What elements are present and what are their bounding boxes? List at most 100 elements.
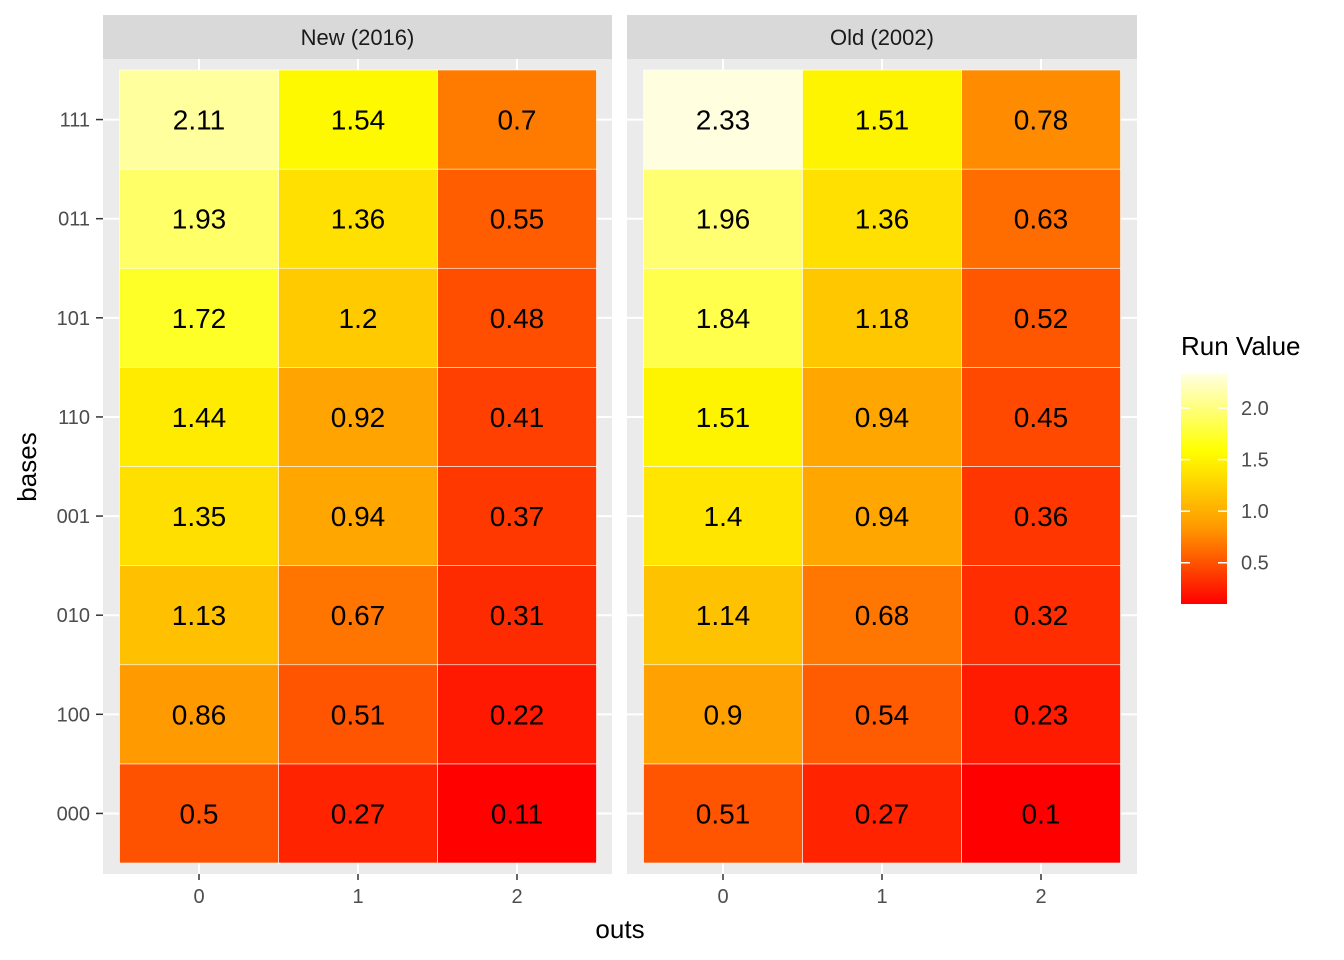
heatmap-cell	[278, 763, 438, 864]
heatmap-cell	[119, 466, 279, 566]
cell-value-label: 0.48	[490, 303, 545, 334]
heatmap-cell	[802, 565, 962, 666]
legend-tick-label: 2.0	[1241, 398, 1269, 420]
legend-tick-label: 0.5	[1241, 553, 1269, 575]
heatmap-cell	[278, 466, 438, 566]
heatmap-cell	[643, 664, 803, 765]
x-tick-label: 1	[876, 886, 887, 908]
facet-strip-label: Old (2002)	[830, 25, 934, 50]
heatmap-cell	[437, 168, 597, 269]
legend-tick-label: 1.5	[1241, 450, 1269, 472]
heatmap-cell	[643, 69, 803, 170]
heatmap-cell	[119, 267, 279, 368]
heatmap-cell	[643, 168, 803, 269]
cell-value-label: 1.44	[172, 402, 227, 433]
cell-value-label: 0.27	[331, 798, 386, 829]
heatmap-cell	[437, 367, 597, 467]
y-tick-label: 110	[58, 407, 90, 429]
heatmap-cell	[119, 664, 279, 765]
heatmap-cell	[643, 267, 803, 368]
heatmap-cell	[961, 763, 1121, 864]
cell-value-label: 1.14	[696, 600, 751, 631]
cell-value-label: 0.45	[1014, 402, 1069, 433]
y-tick-label: 000	[57, 803, 90, 825]
cell-value-label: 0.5	[180, 798, 219, 829]
heatmap-cell	[278, 69, 438, 170]
cell-value-label: 0.41	[490, 402, 545, 433]
heatmap-cell	[437, 267, 597, 368]
cell-value-label: 1.18	[855, 303, 910, 334]
cell-value-label: 0.54	[855, 699, 910, 730]
legend-tick-label: 1.0	[1241, 501, 1269, 523]
heatmap-cell	[802, 267, 962, 368]
cell-value-label: 1.36	[331, 204, 386, 235]
cell-value-label: 1.2	[339, 303, 378, 334]
x-tick-label: 2	[1035, 886, 1046, 908]
cell-value-label: 0.31	[490, 600, 545, 631]
legend: Run Value 0.5 1.0 1.5 2.0	[1181, 331, 1301, 604]
cell-value-label: 2.11	[173, 105, 225, 136]
heatmap-cell	[278, 565, 438, 666]
cell-value-label: 1.72	[172, 303, 227, 334]
heatmap-cells	[119, 69, 597, 864]
cell-value-label: 0.67	[331, 600, 386, 631]
cell-value-label: 2.33	[696, 105, 751, 136]
heatmap-cell	[961, 565, 1121, 666]
heatmap-cells	[643, 69, 1121, 864]
heatmap-cell	[119, 168, 279, 269]
cell-value-label: 0.22	[490, 699, 545, 730]
cell-value-label: 0.55	[490, 204, 545, 235]
cell-value-label: 0.11	[491, 798, 543, 829]
heatmap-cell	[119, 763, 279, 864]
cell-value-label: 0.94	[331, 501, 386, 532]
heatmap-cell	[802, 168, 962, 269]
facet-strip-label: New (2016)	[301, 25, 415, 50]
heatmap-cell	[802, 763, 962, 864]
heatmap-cell	[961, 168, 1121, 269]
facet-new-2016: New (2016) 0.5 0.27 0.11 0.86 0.51 0.22 1.13 0.…	[103, 15, 612, 908]
legend-title: Run Value	[1181, 331, 1301, 361]
cell-value-label: 0.1	[1022, 798, 1061, 829]
cell-value-label: 0.51	[331, 699, 386, 730]
heatmap-cell	[437, 763, 597, 864]
heatmap-cell	[961, 69, 1121, 170]
cell-value-label: 0.32	[1014, 600, 1069, 631]
cell-value-label: 0.86	[172, 699, 227, 730]
heatmap-cell-labels: 0.5 0.27 0.11 0.86 0.51 0.22 1.13 0.67 0.31 1.35 0…	[172, 105, 545, 830]
x-tick-label: 0	[717, 886, 728, 908]
heatmap-cell	[802, 664, 962, 765]
heatmap-cell	[119, 367, 279, 467]
cell-value-label: 1.51	[696, 402, 751, 433]
cell-value-label: 0.7	[498, 105, 537, 136]
x-tick-label: 1	[352, 886, 363, 908]
cell-value-label: 0.92	[331, 402, 386, 433]
cell-value-label: 1.96	[696, 204, 751, 235]
legend-colorbar	[1181, 374, 1227, 604]
heatmap-cell	[961, 664, 1121, 765]
cell-value-label: 0.9	[704, 699, 743, 730]
cell-value-label: 0.94	[855, 501, 910, 532]
x-tick-label: 2	[511, 886, 522, 908]
cell-value-label: 1.54	[331, 105, 386, 136]
cell-value-label: 1.51	[855, 105, 910, 136]
cell-value-label: 0.63	[1014, 204, 1069, 235]
cell-value-label: 0.94	[855, 402, 910, 433]
cell-value-label: 1.13	[172, 600, 227, 631]
cell-value-label: 0.36	[1014, 501, 1069, 532]
cell-value-label: 1.84	[696, 303, 751, 334]
facet-strip	[103, 15, 612, 59]
heatmap-cell	[437, 565, 597, 666]
heatmap-cell	[961, 267, 1121, 368]
heatmap-cell	[437, 664, 597, 765]
heatmap-cell	[961, 367, 1121, 467]
y-tick-label: 100	[57, 704, 90, 726]
heatmap-cell	[961, 466, 1121, 566]
heatmap-cell	[802, 69, 962, 170]
cell-value-label: 0.78	[1014, 105, 1069, 136]
y-axis-title: bases	[12, 432, 42, 501]
x-axis: 0 1 2	[717, 874, 1047, 908]
legend-ticks: 0.5 1.0 1.5 2.0	[1181, 398, 1269, 575]
facet-strip	[627, 15, 1137, 59]
y-axis: 000 100 010 001 110 101 011 111	[57, 110, 103, 825]
